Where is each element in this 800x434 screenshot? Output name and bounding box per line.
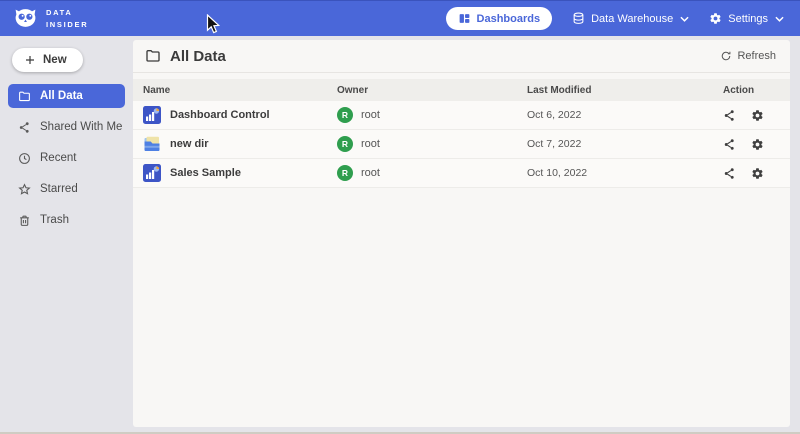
page-title: All Data: [170, 47, 226, 65]
folder-icon: [145, 48, 161, 64]
refresh-button[interactable]: Refresh: [720, 50, 776, 62]
action-cell: [723, 109, 790, 122]
name-cell: new dir: [143, 135, 337, 153]
row-name: Sales Sample: [170, 167, 241, 179]
refresh-icon: [720, 50, 732, 62]
nav-data-warehouse-label: Data Warehouse: [591, 12, 674, 25]
col-header-last-modified: Last Modified: [527, 84, 592, 96]
action-cell: [723, 167, 790, 180]
sidebar-item-label: Trash: [40, 214, 69, 226]
nav-dashboards-label: Dashboards: [476, 12, 541, 25]
brand-line1: DATA: [46, 8, 73, 18]
sidebar-item-trash[interactable]: Trash: [8, 208, 125, 232]
new-button-label: New: [43, 54, 67, 66]
brand-logo[interactable]: DATA INSIDER: [0, 6, 88, 31]
share-action-icon[interactable]: [723, 167, 736, 180]
owner-avatar: R: [337, 136, 353, 152]
owner-name: root: [361, 109, 380, 121]
table-header: Name Owner Last Modified Action: [133, 79, 790, 101]
owner-avatar: R: [337, 165, 353, 181]
share-icon: [18, 121, 31, 134]
table-body: Dashboard Control R root Oct 6, 2022: [133, 101, 790, 188]
sidebar-item-recent[interactable]: Recent: [8, 146, 125, 170]
nav-settings-label: Settings: [728, 12, 768, 25]
sidebar-item-shared-with-me[interactable]: Shared With Me: [8, 115, 125, 139]
trash-icon: [18, 214, 31, 227]
new-button[interactable]: New: [12, 48, 83, 72]
table-row[interactable]: Sales Sample R root Oct 10, 2022: [133, 159, 790, 188]
folder-icon: [18, 90, 31, 103]
col-header-action: Action: [723, 84, 755, 96]
action-cell: [723, 138, 790, 151]
panel-title-bar: All Data Refresh: [133, 40, 790, 73]
row-modified: Oct 7, 2022: [527, 138, 582, 150]
dashboard-file-icon: [143, 164, 161, 182]
top-nav: Dashboards Data Warehouse Settings: [445, 7, 800, 30]
main-panel: All Data Refresh Name Owner Last Modifie…: [133, 40, 790, 427]
nav-dashboards[interactable]: Dashboards: [445, 7, 553, 30]
window-bottom-edge: [0, 432, 800, 434]
col-header-name: Name: [143, 84, 171, 96]
col-header-owner: Owner: [337, 84, 369, 96]
settings-action-icon[interactable]: [751, 138, 764, 151]
dashboard-icon: [458, 12, 471, 25]
owner-cell: R root: [337, 107, 527, 123]
owner-avatar: R: [337, 107, 353, 123]
name-cell: Dashboard Control: [143, 106, 337, 124]
settings-action-icon[interactable]: [751, 167, 764, 180]
owner-cell: R root: [337, 136, 527, 152]
sidebar-item-starred[interactable]: Starred: [8, 177, 125, 201]
owl-logo-icon: [13, 6, 38, 31]
sidebar-item-all-data[interactable]: All Data: [8, 84, 125, 108]
dashboard-file-icon: [143, 106, 161, 124]
gear-icon: [709, 12, 722, 25]
name-cell: Sales Sample: [143, 164, 337, 182]
sidebar-list: All Data Shared With Me Recent: [0, 84, 133, 232]
share-action-icon[interactable]: [723, 138, 736, 151]
owner-name: root: [361, 167, 380, 179]
clock-icon: [18, 152, 31, 165]
chevron-down-icon: [680, 16, 689, 22]
row-modified: Oct 10, 2022: [527, 167, 588, 179]
row-name: new dir: [170, 138, 209, 150]
sidebar-item-label: Recent: [40, 152, 77, 164]
owner-cell: R root: [337, 165, 527, 181]
database-icon: [572, 12, 585, 25]
nav-data-warehouse[interactable]: Data Warehouse: [572, 12, 689, 25]
settings-action-icon[interactable]: [751, 109, 764, 122]
table-row[interactable]: Dashboard Control R root Oct 6, 2022: [133, 101, 790, 130]
folder-file-icon: [143, 135, 161, 153]
row-name: Dashboard Control: [170, 109, 270, 121]
plus-icon: [24, 54, 36, 66]
sidebar: New All Data Shared With Me: [0, 36, 133, 434]
sidebar-item-label: Starred: [40, 183, 78, 195]
brand-line2: INSIDER: [46, 19, 89, 29]
owner-name: root: [361, 138, 380, 150]
chevron-down-icon: [775, 16, 784, 22]
share-action-icon[interactable]: [723, 109, 736, 122]
table-row[interactable]: new dir R root Oct 7, 2022: [133, 130, 790, 159]
app-header: DATA INSIDER Dashboards D: [0, 0, 800, 36]
sidebar-item-label: All Data: [40, 90, 83, 102]
sidebar-item-label: Shared With Me: [40, 121, 123, 133]
row-modified: Oct 6, 2022: [527, 109, 582, 121]
star-icon: [18, 182, 31, 196]
nav-settings[interactable]: Settings: [709, 12, 784, 25]
refresh-label: Refresh: [737, 50, 776, 62]
